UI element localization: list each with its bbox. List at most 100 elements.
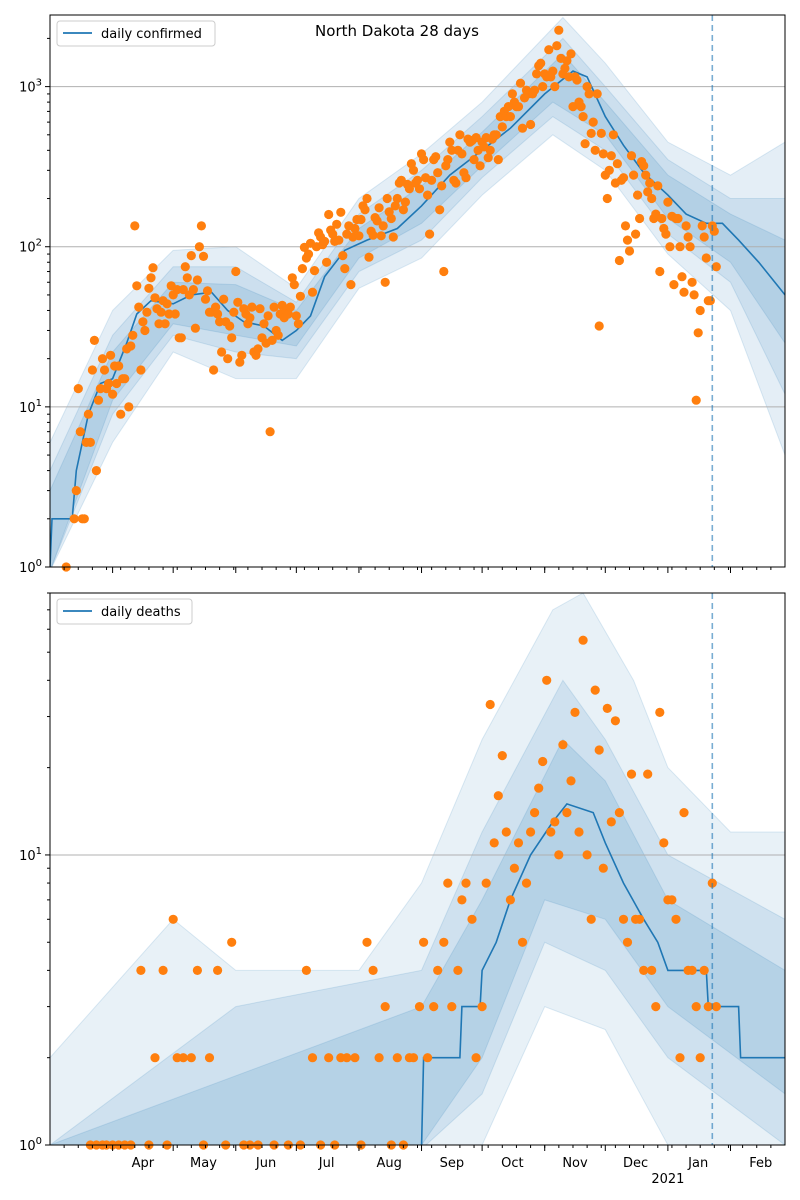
confirmed-point bbox=[386, 213, 396, 224]
confirmed-point bbox=[606, 151, 616, 161]
confirmed-point bbox=[455, 130, 465, 140]
confirmed-point bbox=[689, 290, 699, 300]
deaths-yticks: 100 101 bbox=[19, 592, 50, 1154]
confirmed-point bbox=[120, 374, 130, 384]
deaths-ytick-label: 101 bbox=[19, 846, 42, 864]
confirmed-point bbox=[97, 354, 108, 364]
deaths-point bbox=[439, 937, 449, 947]
confirmed-point bbox=[178, 285, 188, 295]
confirmed-ytick-label: 100 bbox=[19, 558, 42, 576]
confirmed-point bbox=[554, 25, 564, 35]
confirmed-point bbox=[517, 123, 528, 133]
confirmed-point bbox=[491, 130, 501, 140]
xtick-label-7: Nov bbox=[562, 1156, 588, 1171]
confirmed-point bbox=[598, 149, 608, 159]
deaths-point bbox=[362, 937, 372, 947]
deaths-point bbox=[699, 965, 709, 976]
deaths-point bbox=[687, 965, 697, 976]
confirmed-point bbox=[360, 205, 370, 215]
deaths-point bbox=[414, 1002, 425, 1012]
confirmed-point bbox=[374, 203, 384, 213]
confirmed-point bbox=[219, 294, 229, 304]
deaths-point bbox=[695, 1053, 705, 1063]
confirmed-point bbox=[388, 232, 398, 242]
deaths-point bbox=[594, 745, 604, 755]
confirmed-point bbox=[633, 190, 643, 200]
confirmed-point bbox=[552, 41, 562, 51]
confirmed-point bbox=[655, 266, 665, 277]
deaths-point bbox=[471, 1053, 481, 1063]
deaths-point bbox=[489, 838, 499, 848]
confirmed-point bbox=[701, 253, 711, 263]
confirmed-point bbox=[108, 389, 118, 399]
confirmed-point bbox=[427, 175, 437, 185]
confirmed-point bbox=[368, 230, 378, 240]
confirmed-point bbox=[91, 466, 101, 476]
deaths-point bbox=[497, 751, 507, 761]
confirmed-point bbox=[144, 283, 154, 293]
confirmed-point bbox=[372, 216, 382, 226]
confirmed-point bbox=[576, 102, 586, 112]
confirmed-point bbox=[661, 229, 671, 239]
deaths-point bbox=[546, 827, 556, 837]
deaths-point bbox=[647, 965, 657, 976]
deaths-point bbox=[493, 791, 503, 801]
deaths-point bbox=[542, 675, 552, 685]
confirmed-point bbox=[404, 184, 414, 194]
confirmed-point bbox=[439, 266, 449, 277]
confirmed-point bbox=[580, 139, 590, 149]
confirmed-point bbox=[697, 221, 707, 231]
confirmed-point bbox=[87, 365, 97, 375]
confirmed-point bbox=[356, 214, 366, 225]
xtick-label-2: Jun bbox=[255, 1156, 276, 1171]
deaths-point bbox=[509, 863, 519, 873]
confirmed-point bbox=[132, 281, 142, 291]
deaths-point bbox=[178, 1053, 188, 1063]
deaths-legend-label: daily deaths bbox=[101, 605, 181, 620]
confirmed-point bbox=[180, 262, 190, 272]
xtick-label-8: Dec bbox=[623, 1156, 648, 1171]
confirmed-point bbox=[340, 264, 350, 274]
confirmed-point bbox=[699, 232, 709, 242]
confirmed-point bbox=[414, 184, 425, 194]
deaths-point bbox=[622, 937, 633, 947]
confirmed-point bbox=[73, 384, 83, 394]
confirmed-point bbox=[515, 78, 526, 88]
deaths-point bbox=[602, 703, 612, 714]
confirmed-point bbox=[69, 514, 79, 524]
deaths-point bbox=[423, 1053, 433, 1063]
confirmed-point bbox=[532, 69, 542, 79]
deaths-point bbox=[562, 808, 572, 818]
deaths-point bbox=[711, 1002, 721, 1012]
confirmed-point bbox=[364, 252, 374, 262]
confirmed-point bbox=[295, 291, 305, 301]
confirmed-point bbox=[89, 335, 99, 345]
confirmed-point bbox=[590, 145, 600, 155]
confirmed-point bbox=[526, 119, 536, 130]
confirmed-point bbox=[253, 344, 263, 354]
confirmed-point bbox=[160, 319, 170, 329]
confirmed-legend-box bbox=[56, 20, 216, 47]
confirmed-point bbox=[665, 242, 675, 252]
deaths-point bbox=[392, 1053, 402, 1063]
confirmed-point bbox=[622, 235, 633, 245]
deaths-point bbox=[481, 878, 491, 888]
confirmed-band-2 bbox=[50, 53, 785, 567]
deaths-point bbox=[517, 937, 528, 947]
deaths-point bbox=[521, 878, 532, 888]
confirmed-point bbox=[247, 302, 257, 312]
confirmed-point bbox=[711, 262, 721, 272]
confirmed-yticks: 100 101 102 103 bbox=[19, 37, 50, 576]
confirmed-point bbox=[614, 255, 625, 266]
confirmed-point bbox=[186, 251, 196, 261]
confirmed-point bbox=[267, 335, 277, 345]
confirmed-point bbox=[334, 235, 344, 245]
deaths-point bbox=[301, 965, 311, 976]
deaths-band-2 bbox=[50, 738, 785, 1145]
deaths-point bbox=[501, 827, 511, 837]
confirmed-point bbox=[283, 309, 293, 319]
confirmed-point bbox=[324, 209, 334, 220]
confirmed-point bbox=[663, 197, 673, 207]
deaths-point bbox=[659, 838, 669, 848]
deaths-point bbox=[374, 1053, 384, 1063]
